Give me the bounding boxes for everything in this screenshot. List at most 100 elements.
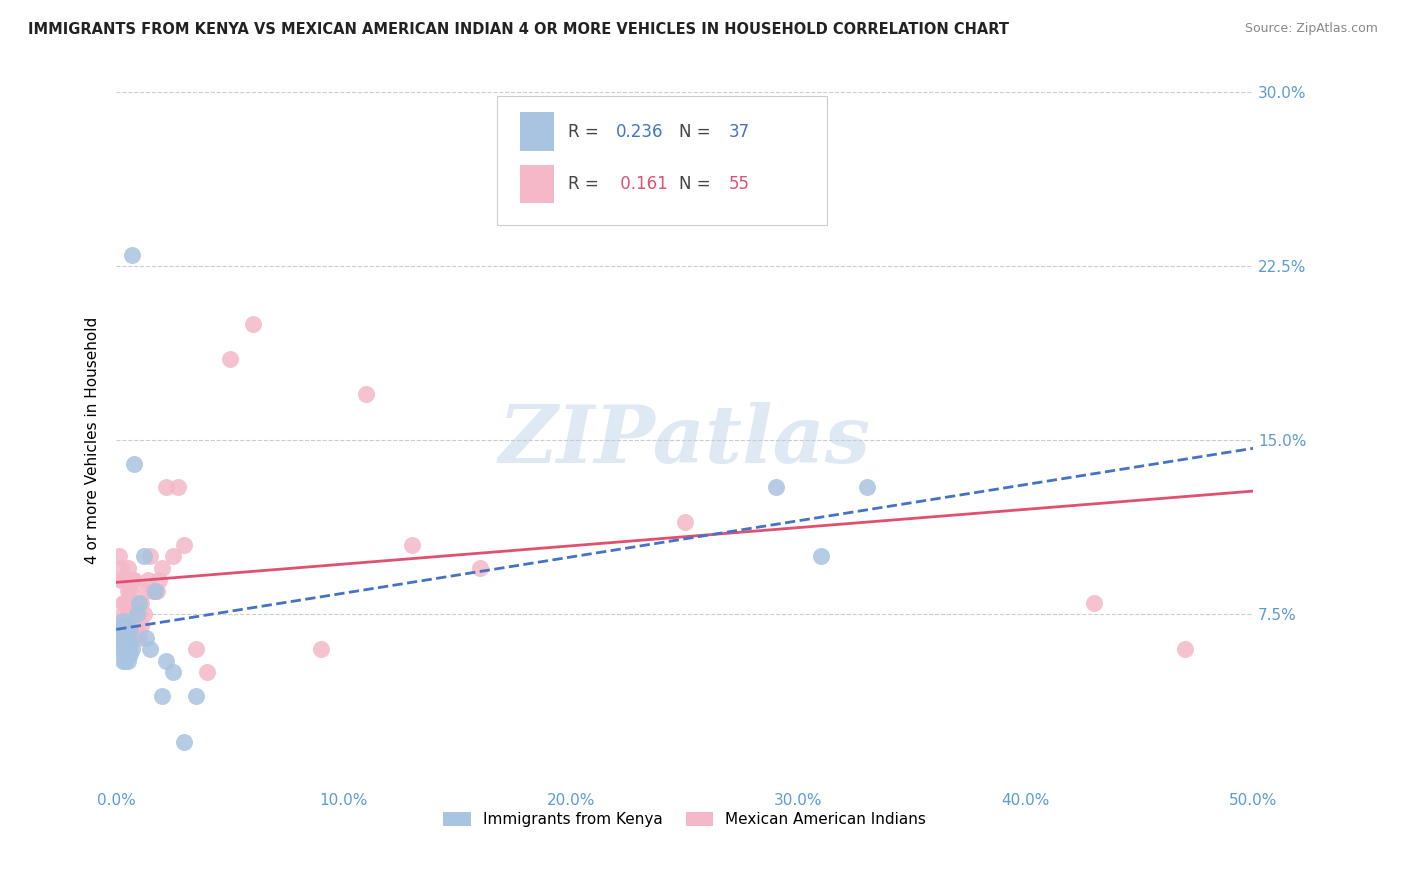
Point [114, 619, 136, 633]
Point [121, 573, 143, 587]
Point [125, 631, 148, 645]
Point [110, 573, 132, 587]
Point [135, 584, 157, 599]
Point [112, 596, 135, 610]
Point [155, 480, 177, 494]
Point [117, 619, 139, 633]
Point [132, 549, 155, 564]
Point [468, 561, 491, 575]
Point [112, 642, 135, 657]
Point [114, 619, 136, 633]
Point [112, 635, 135, 649]
Point [173, 735, 195, 749]
Text: N =: N = [679, 175, 716, 193]
Point [124, 573, 146, 587]
Point [356, 387, 378, 401]
Point [401, 538, 423, 552]
Point [162, 549, 184, 564]
Point [132, 607, 155, 622]
Bar [520, 112, 554, 151]
Point [309, 642, 332, 657]
Point [124, 619, 146, 633]
Point [142, 584, 165, 599]
Point [121, 248, 143, 262]
Point [121, 596, 143, 610]
Point [150, 689, 173, 703]
Point [143, 584, 166, 599]
Point [118, 624, 141, 638]
Text: R =: R = [568, 175, 603, 193]
Text: 0.236: 0.236 [616, 122, 662, 141]
Point [1083, 596, 1105, 610]
Point [110, 631, 132, 645]
Text: 0.161: 0.161 [616, 175, 668, 193]
Point [810, 549, 832, 564]
Point [128, 607, 150, 622]
Point [107, 642, 129, 657]
Point [121, 642, 143, 657]
Point [117, 631, 139, 645]
Point [117, 642, 139, 657]
Point [150, 561, 173, 575]
Point [124, 457, 146, 471]
Point [125, 607, 148, 622]
Point [173, 538, 195, 552]
Legend: Immigrants from Kenya, Mexican American Indians: Immigrants from Kenya, Mexican American … [437, 805, 932, 833]
Point [118, 635, 141, 649]
FancyBboxPatch shape [498, 95, 827, 225]
Point [114, 573, 136, 587]
Point [184, 642, 207, 657]
Text: 37: 37 [730, 122, 751, 141]
Point [166, 480, 188, 494]
Point [242, 318, 264, 332]
Point [117, 654, 139, 668]
Point [184, 689, 207, 703]
Point [129, 596, 152, 610]
Point [118, 647, 141, 661]
Point [125, 619, 148, 633]
Point [112, 654, 135, 668]
Text: N =: N = [679, 122, 716, 141]
Point [124, 631, 146, 645]
Point [112, 624, 135, 638]
Point [219, 352, 242, 367]
Point [114, 642, 136, 657]
Point [136, 573, 159, 587]
Point [139, 549, 162, 564]
Point [117, 619, 139, 633]
Point [118, 619, 141, 633]
Text: IMMIGRANTS FROM KENYA VS MEXICAN AMERICAN INDIAN 4 OR MORE VEHICLES IN HOUSEHOLD: IMMIGRANTS FROM KENYA VS MEXICAN AMERICA… [28, 22, 1010, 37]
Point [112, 573, 135, 587]
Point [112, 615, 135, 629]
Point [117, 607, 139, 622]
Point [1174, 642, 1197, 657]
Point [139, 642, 162, 657]
Point [118, 607, 141, 622]
Text: ZIPatlas: ZIPatlas [499, 401, 870, 479]
Point [121, 607, 143, 622]
Point [110, 619, 132, 633]
Point [128, 596, 150, 610]
Point [673, 515, 696, 529]
Point [107, 549, 129, 564]
Point [560, 132, 582, 146]
Point [135, 631, 157, 645]
Point [128, 631, 150, 645]
Text: 55: 55 [730, 175, 751, 193]
Y-axis label: 4 or more Vehicles in Household: 4 or more Vehicles in Household [86, 317, 100, 564]
Point [855, 480, 877, 494]
Point [155, 654, 177, 668]
Point [118, 584, 141, 599]
Point [765, 480, 787, 494]
Point [124, 596, 146, 610]
Point [110, 624, 132, 638]
Point [117, 561, 139, 575]
Point [146, 584, 169, 599]
Bar [520, 165, 554, 202]
Point [148, 573, 170, 587]
Point [129, 619, 152, 633]
Point [114, 631, 136, 645]
Point [195, 665, 218, 680]
Point [112, 607, 135, 622]
Point [114, 596, 136, 610]
